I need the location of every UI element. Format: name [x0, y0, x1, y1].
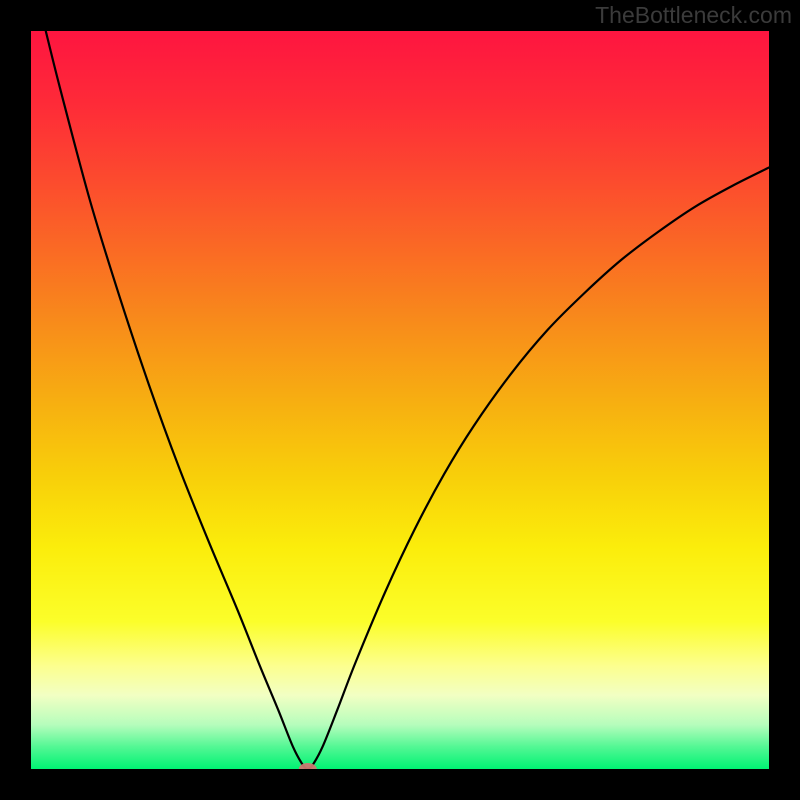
chart-container: TheBottleneck.com	[0, 0, 800, 800]
chart-background	[31, 31, 769, 769]
watermark-text: TheBottleneck.com	[595, 2, 792, 29]
chart-svg	[0, 0, 800, 800]
